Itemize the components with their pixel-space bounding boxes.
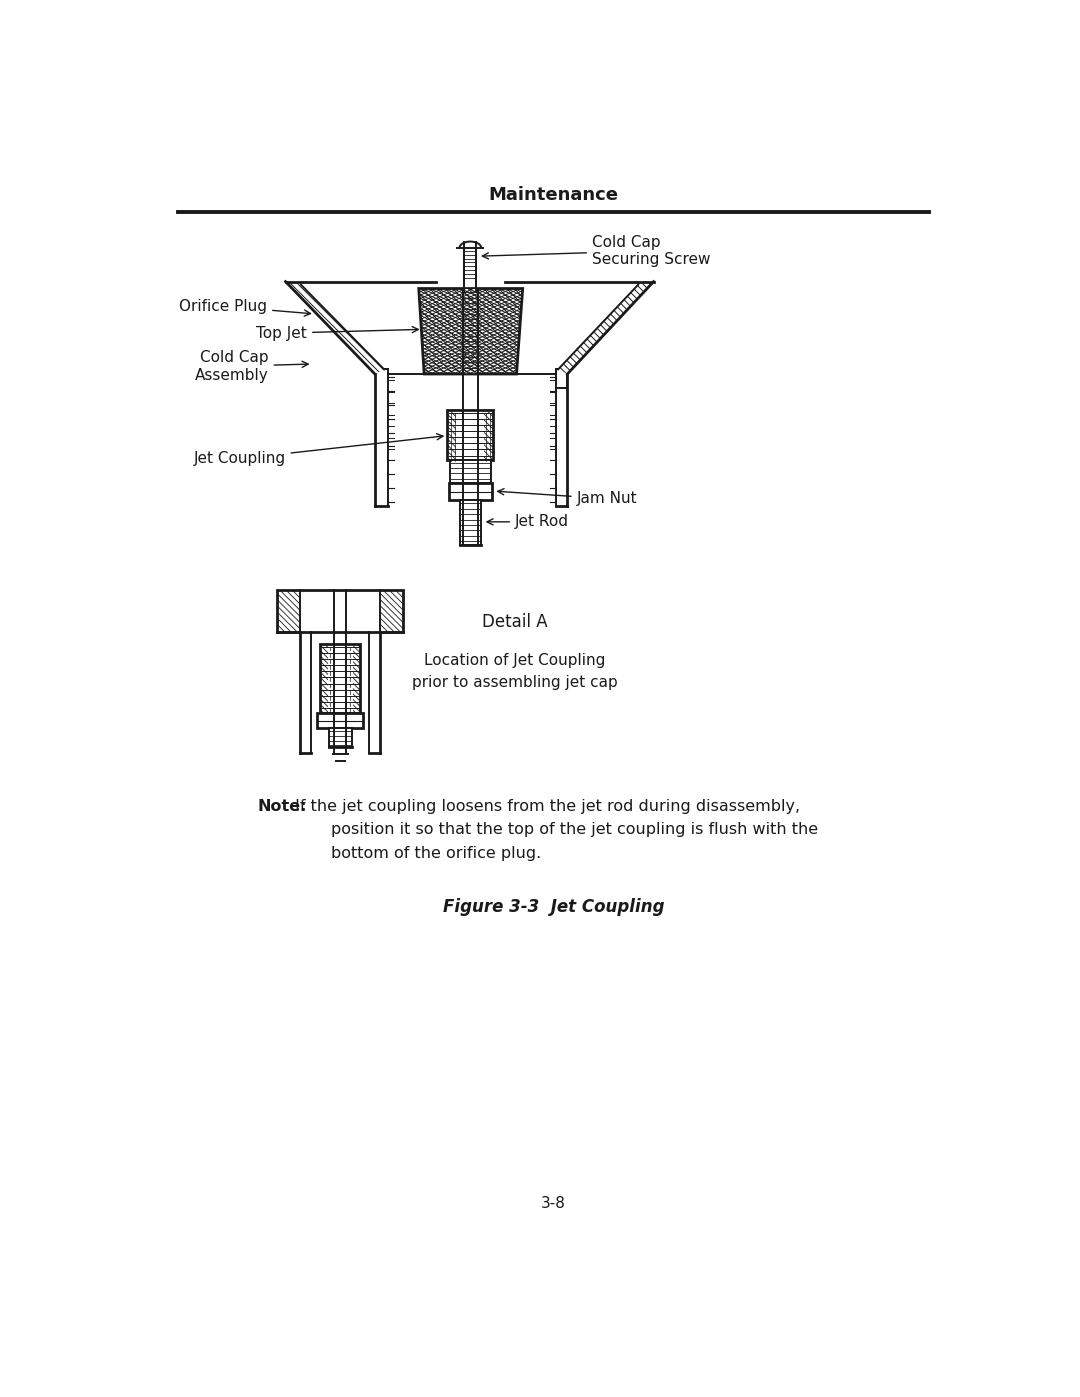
Text: Figure 3-3  Jet Coupling: Figure 3-3 Jet Coupling	[443, 898, 664, 916]
Text: Jet Coupling: Jet Coupling	[193, 433, 443, 467]
Text: Cold Cap
Securing Screw: Cold Cap Securing Screw	[483, 235, 711, 267]
Text: Jet Rod: Jet Rod	[487, 514, 569, 529]
Text: Top Jet: Top Jet	[256, 326, 418, 341]
Text: Location of Jet Coupling
prior to assembling jet cap: Location of Jet Coupling prior to assemb…	[413, 652, 618, 690]
Text: Orifice Plug: Orifice Plug	[179, 299, 310, 316]
Text: Jam Nut: Jam Nut	[498, 489, 637, 506]
Bar	[449, 483, 491, 500]
Text: If the jet coupling loosens from the jet rod during disassembly,
        positio: If the jet coupling loosens from the jet…	[291, 799, 819, 861]
Text: Maintenance: Maintenance	[488, 186, 619, 204]
Bar	[462, 289, 478, 374]
Bar	[447, 411, 494, 460]
Text: Cold Cap
Assembly: Cold Cap Assembly	[194, 351, 308, 383]
Text: Detail A: Detail A	[482, 613, 548, 631]
Text: 3-8: 3-8	[541, 1196, 566, 1211]
Bar	[460, 500, 481, 545]
Bar	[449, 460, 491, 483]
Bar	[328, 728, 352, 746]
Text: Note:: Note:	[257, 799, 307, 814]
Polygon shape	[419, 289, 523, 374]
Bar	[278, 590, 403, 631]
Bar	[318, 712, 363, 728]
Bar	[320, 644, 361, 712]
